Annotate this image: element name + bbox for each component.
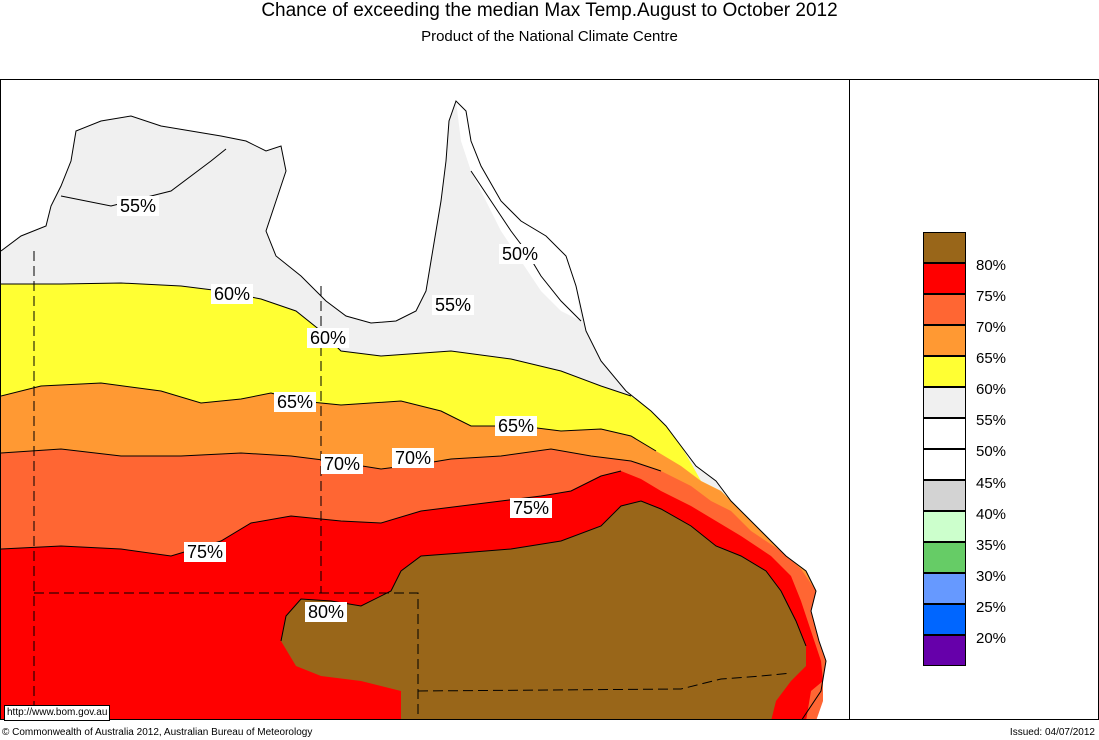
zone-coast-red: [791, 666, 823, 719]
legend-label-80: 80%: [976, 257, 1007, 274]
legend-label-75: 75%: [976, 288, 1007, 305]
legend-label-65: 65%: [976, 350, 1007, 367]
legend-swatch-45: [923, 449, 966, 480]
legend-swatch-below-20: [923, 635, 966, 666]
legend-swatch-80: [923, 232, 966, 263]
legend-swatch-40: [923, 480, 966, 511]
legend-swatch-70: [923, 294, 966, 325]
legend-label-25: 25%: [976, 599, 1007, 616]
legend-label-40: 40%: [976, 506, 1007, 523]
legend-swatch-30: [923, 542, 966, 573]
zone-50: [456, 101, 581, 321]
zone-80: [281, 501, 806, 719]
contour-label-70-central: 70%: [321, 454, 364, 474]
legend-swatch-60: [923, 356, 966, 387]
legend-label-55: 55%: [976, 412, 1007, 429]
legend-label-60: 60%: [976, 381, 1007, 398]
legend-swatch-50: [923, 418, 966, 449]
legend-label-35: 35%: [976, 537, 1007, 554]
map-subtitle: Product of the National Climate Centre: [421, 28, 678, 45]
probability-map: [1, 80, 849, 719]
legend-label-30: 30%: [976, 568, 1007, 585]
contour-label-60-central: 60%: [307, 328, 350, 348]
contour-label-60-west: 60%: [211, 284, 254, 304]
legend-swatch-25: [923, 573, 966, 604]
map-title: Chance of exceeding the median Max Temp.…: [261, 0, 838, 21]
legend-swatch-65: [923, 325, 966, 356]
contour-label-80: 80%: [305, 602, 348, 622]
legend-panel: [850, 79, 1099, 720]
copyright-text: © Commonwealth of Australia 2012, Austra…: [2, 727, 313, 738]
contour-label-70-east: 70%: [392, 448, 435, 468]
legend-swatch-20: [923, 604, 966, 635]
legend-label-70: 70%: [976, 319, 1007, 336]
issued-date: Issued: 04/07/2012: [1009, 727, 1095, 738]
contour-label-75-west: 75%: [184, 542, 227, 562]
contour-label-75-east: 75%: [510, 498, 553, 518]
legend-label-20: 20%: [976, 630, 1007, 647]
legend-label-45: 45%: [976, 475, 1007, 492]
legend-swatch-75: [923, 263, 966, 294]
source-url-link[interactable]: http://www.bom.gov.au: [4, 705, 111, 721]
legend-swatch-55: [923, 387, 966, 418]
contour-label-65-east: 65%: [495, 416, 538, 436]
map-panel: 55% 50% 60% 55% 60% 65% 65% 70% 70% 75% …: [0, 79, 850, 720]
contour-label-50-cape: 50%: [499, 244, 542, 264]
legend-swatch-35: [923, 511, 966, 542]
legend-label-50: 50%: [976, 443, 1007, 460]
contour-label-55-gulf: 55%: [432, 295, 475, 315]
contour-label-65-central: 65%: [274, 392, 317, 412]
contour-label-55-north: 55%: [117, 196, 160, 216]
